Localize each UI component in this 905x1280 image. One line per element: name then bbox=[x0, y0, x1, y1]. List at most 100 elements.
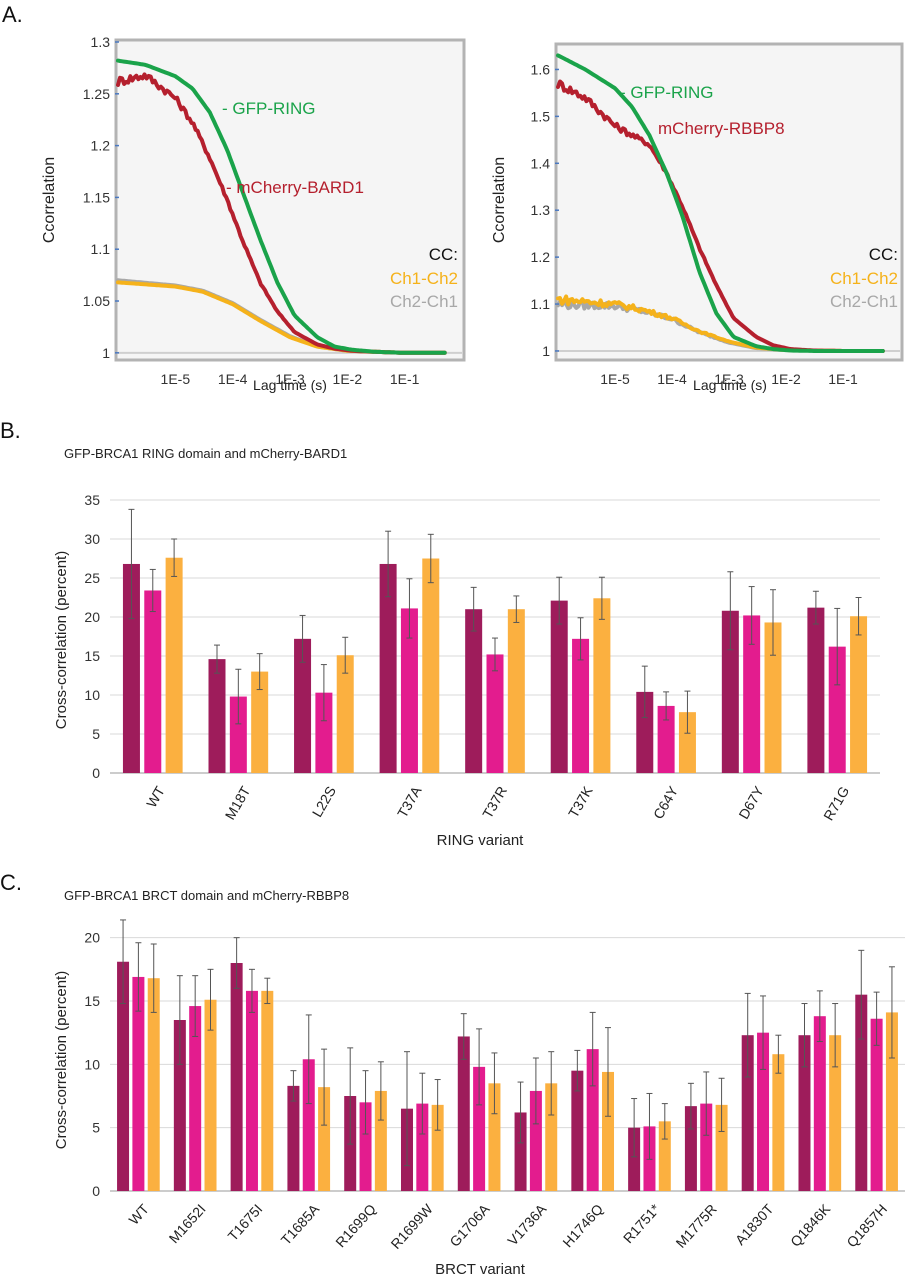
x-tick-label: 1E-4 bbox=[218, 371, 248, 387]
bar bbox=[572, 638, 590, 773]
bar bbox=[602, 1071, 615, 1191]
x-tick-label: 1E-1 bbox=[828, 371, 858, 387]
gridlines bbox=[110, 937, 905, 1192]
x-tick-label: R71G bbox=[820, 783, 852, 823]
legend-ch1-ch2: Ch1-Ch2 bbox=[390, 269, 458, 288]
x-tick-label: M1775R bbox=[672, 1201, 719, 1251]
bar bbox=[772, 1054, 785, 1191]
chart-c-title: GFP-BRCA1 BRCT domain and mCherry-RBBP8 bbox=[64, 888, 350, 903]
bar bbox=[208, 659, 226, 773]
bar bbox=[374, 1090, 387, 1191]
bar bbox=[870, 1018, 883, 1191]
bar bbox=[757, 1032, 770, 1191]
x-tick-label: R1699Q bbox=[332, 1201, 379, 1251]
x-tick-label: L22S bbox=[309, 783, 339, 819]
bar bbox=[165, 557, 183, 773]
bar bbox=[829, 1035, 842, 1191]
y-tick-label: 15 bbox=[84, 648, 100, 664]
bar-chart-ring-variants: 0 5 10 15 20 25 30 35 WT M18T L22S T37A T37R T37K C64… bbox=[53, 492, 880, 849]
bar bbox=[715, 1104, 728, 1191]
bar bbox=[678, 712, 696, 773]
x-tick-label: A1830T bbox=[732, 1201, 777, 1248]
x-tick-label: 1E-3 bbox=[714, 371, 744, 387]
y-tick-label: 5 bbox=[92, 1120, 100, 1136]
x-axis-label: Lag time (s) bbox=[693, 377, 767, 393]
bar bbox=[807, 607, 825, 773]
y-tick-label: 1.6 bbox=[531, 61, 551, 77]
y-tick-label: 1.4 bbox=[531, 155, 551, 171]
bar bbox=[229, 696, 247, 773]
y-tick-label: 0 bbox=[92, 1183, 100, 1199]
y-tick-label: 20 bbox=[84, 609, 100, 625]
panel-a-letter: A. bbox=[2, 2, 23, 27]
bar bbox=[457, 1036, 470, 1191]
x-tick-label: M1652I bbox=[166, 1201, 209, 1246]
bar bbox=[545, 1083, 558, 1191]
legend-ch2-ch1: Ch2-Ch1 bbox=[830, 292, 898, 311]
bar bbox=[173, 1020, 186, 1191]
y-tick-label: 20 bbox=[84, 930, 100, 946]
x-tick-label: R1699W bbox=[387, 1200, 436, 1252]
x-axis-label: BRCT variant bbox=[435, 1261, 526, 1278]
y-tick-label: 1.3 bbox=[531, 202, 551, 218]
bar bbox=[251, 671, 269, 773]
bar bbox=[261, 990, 274, 1191]
x-tick-label: T37R bbox=[479, 783, 510, 821]
correlation-chart-ring-bard1: 1 1.05 1.1 1.15 1.2 1.25 1.3 1E-5 1E-4 1… bbox=[41, 34, 466, 393]
x-tick-label: 1E-2 bbox=[333, 371, 363, 387]
bar bbox=[422, 558, 440, 773]
x-tick-label: T1675I bbox=[224, 1201, 265, 1244]
bar bbox=[741, 1035, 754, 1191]
series-label-mcherry: mCherry-RBBP8 bbox=[658, 119, 785, 138]
bar bbox=[473, 1066, 486, 1191]
y-tick-label: 1.15 bbox=[83, 189, 110, 205]
x-tick-label: D67Y bbox=[735, 783, 767, 822]
y-tick-label: 10 bbox=[84, 687, 100, 703]
x-tick-label: V1736A bbox=[504, 1200, 550, 1248]
y-tick-label: 1.2 bbox=[91, 138, 111, 154]
x-tick-label: WT bbox=[143, 783, 168, 810]
x-tick-label: 1E-4 bbox=[657, 371, 687, 387]
bars bbox=[122, 508, 868, 773]
y-tick-label: 1.25 bbox=[83, 86, 110, 102]
bar bbox=[628, 1127, 641, 1191]
bar bbox=[147, 978, 160, 1191]
y-tick-label: 1.3 bbox=[91, 34, 111, 50]
bar bbox=[245, 990, 258, 1191]
bar bbox=[743, 615, 761, 773]
legend-ch2-ch1: Ch2-Ch1 bbox=[390, 292, 458, 311]
chart-b-title: GFP-BRCA1 RING domain and mCherry-BARD1 bbox=[64, 446, 348, 461]
bar bbox=[657, 705, 675, 773]
bar bbox=[764, 622, 782, 773]
x-tick-label: Q1846K bbox=[787, 1200, 834, 1249]
x-tick-label: C64Y bbox=[650, 783, 682, 822]
bar bbox=[144, 590, 162, 773]
bar bbox=[230, 963, 243, 1191]
bar bbox=[488, 1083, 501, 1191]
bar bbox=[294, 638, 312, 773]
bar bbox=[315, 692, 333, 773]
x-tick-label: 1E-2 bbox=[771, 371, 801, 387]
y-axis-label: Cross-correlation (percent) bbox=[53, 551, 70, 729]
y-axis-label: Cross-correlation (percent) bbox=[53, 971, 70, 1149]
series-label-gfp: - GFP-RING bbox=[222, 99, 316, 118]
bar bbox=[486, 654, 504, 773]
x-tick-labels: WT M18T L22S T37A T37R T37K C64Y D67Y R71G bbox=[143, 783, 852, 823]
legend-title: CC: bbox=[429, 245, 458, 264]
plot-frame bbox=[114, 38, 466, 362]
x-tick-label: T37A bbox=[394, 783, 425, 821]
bar bbox=[132, 976, 145, 1191]
bar bbox=[813, 1016, 826, 1191]
bars bbox=[117, 919, 898, 1191]
bar bbox=[529, 1090, 542, 1191]
series-lines bbox=[556, 53, 885, 353]
bar bbox=[885, 1012, 898, 1191]
bar bbox=[850, 616, 868, 773]
x-tick-label: H1746Q bbox=[559, 1201, 606, 1251]
bar bbox=[855, 994, 868, 1191]
x-tick-labels: 1E-5 1E-4 1E-3 1E-2 1E-1 bbox=[161, 371, 420, 387]
bar bbox=[336, 655, 354, 773]
bar bbox=[416, 1103, 429, 1191]
bar bbox=[684, 1106, 697, 1191]
panel-b-letter: B. bbox=[0, 418, 21, 443]
